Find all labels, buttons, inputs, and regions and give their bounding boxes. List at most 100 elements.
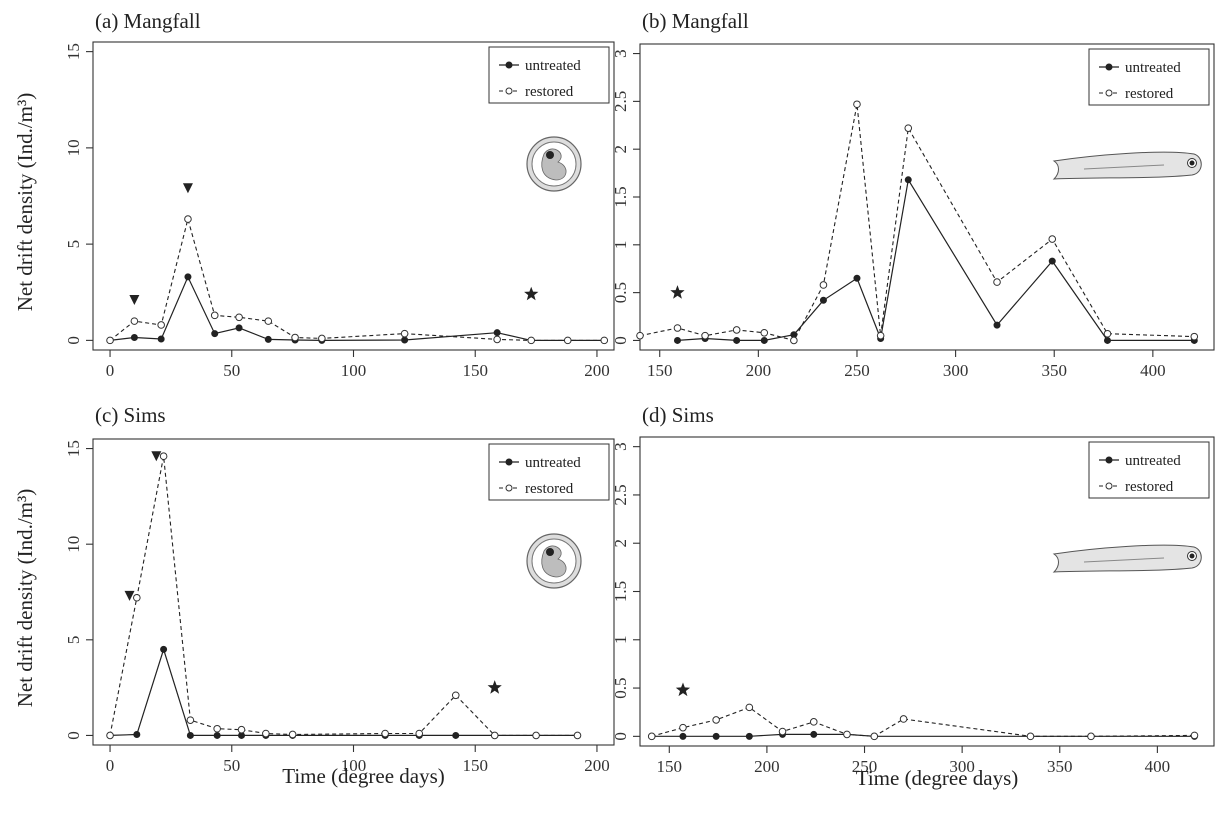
x-tick-label: 100 bbox=[341, 756, 367, 775]
data-point-untreated bbox=[264, 335, 272, 343]
y-tick-label: 0.5 bbox=[611, 282, 630, 303]
y-tick-label: 5 bbox=[64, 240, 83, 249]
legend-marker bbox=[1105, 482, 1113, 490]
x-tick-label: 0 bbox=[106, 756, 115, 775]
data-point-restored bbox=[1048, 235, 1057, 243]
panel-title: (c) Sims bbox=[95, 403, 166, 427]
data-point-untreated bbox=[679, 732, 687, 740]
x-axis-label: Time (degree days) bbox=[282, 764, 445, 788]
data-point-restored bbox=[213, 724, 221, 733]
data-point-untreated bbox=[211, 330, 219, 338]
data-point-restored bbox=[415, 729, 424, 738]
data-point-restored bbox=[130, 317, 139, 325]
star-marker bbox=[487, 680, 502, 694]
data-point-restored bbox=[184, 215, 192, 223]
data-point-restored bbox=[133, 593, 141, 602]
panel-b: (b) Mangfall 150 200 250 300 350 400 0 0.5 1 1.5 2 2… bbox=[611, 9, 1215, 380]
data-point-restored bbox=[760, 328, 769, 337]
panel-title: (a) Mangfall bbox=[95, 9, 201, 33]
data-point-untreated bbox=[853, 274, 861, 282]
x-tick-label: 350 bbox=[1041, 361, 1067, 380]
data-point-restored bbox=[1190, 332, 1199, 341]
x-tick-label: 150 bbox=[462, 756, 488, 775]
y-tick-label: 5 bbox=[64, 636, 83, 645]
x-tick-label: 200 bbox=[584, 361, 610, 380]
data-point-untreated bbox=[1103, 336, 1111, 344]
data-point-restored bbox=[870, 732, 879, 741]
x-tick-label: 200 bbox=[746, 361, 772, 380]
legend-label-restored: restored bbox=[1125, 86, 1174, 102]
data-point-restored bbox=[1087, 732, 1095, 741]
legend-marker bbox=[1105, 456, 1113, 464]
y-tick-label: 3 bbox=[611, 49, 630, 58]
y-tick-label: 10 bbox=[64, 536, 83, 553]
y-axis-label: Net drift density (Ind./m³) bbox=[13, 93, 37, 312]
data-point-restored bbox=[853, 100, 861, 109]
y-tick-label: 0.5 bbox=[611, 677, 630, 698]
data-point-restored bbox=[235, 313, 243, 322]
data-point-restored bbox=[701, 331, 709, 340]
data-point-restored bbox=[673, 324, 682, 332]
x-tick-label: 200 bbox=[584, 756, 610, 775]
panel-title: (d) Sims bbox=[642, 403, 714, 427]
data-point-restored bbox=[264, 317, 273, 325]
y-tick-label: 1 bbox=[611, 636, 630, 645]
legend-label-restored: restored bbox=[525, 84, 574, 100]
data-point-restored bbox=[993, 278, 1001, 286]
x-tick-label: 250 bbox=[852, 757, 878, 776]
data-point-restored bbox=[490, 731, 499, 740]
series-line-restored bbox=[651, 706, 1195, 737]
legend-label-untreated: untreated bbox=[1125, 60, 1181, 76]
data-point-restored bbox=[1026, 732, 1035, 741]
larva-body bbox=[1052, 544, 1202, 573]
y-tick-label: 2 bbox=[611, 145, 630, 154]
x-tick-label: 300 bbox=[943, 361, 969, 380]
series-line-untreated bbox=[109, 647, 578, 737]
x-tick-label: 250 bbox=[844, 361, 870, 380]
data-point-restored bbox=[106, 336, 114, 345]
larva-spine bbox=[1083, 164, 1165, 170]
x-tick-label: 150 bbox=[657, 757, 683, 776]
y-tick-label: 15 bbox=[64, 440, 83, 457]
y-tick-label: 2.5 bbox=[611, 91, 630, 112]
embryo-eye bbox=[546, 548, 554, 556]
y-tick-label: 3 bbox=[611, 442, 630, 451]
data-point-restored bbox=[904, 124, 913, 132]
legend-label-untreated: untreated bbox=[1125, 453, 1181, 469]
larva-pupil bbox=[1189, 160, 1195, 166]
star-marker bbox=[675, 682, 691, 697]
data-point-untreated bbox=[133, 730, 141, 738]
data-point-restored bbox=[732, 326, 741, 334]
data-point-untreated bbox=[130, 333, 138, 341]
series-line-untreated bbox=[677, 178, 1195, 341]
x-tick-label: 100 bbox=[341, 361, 367, 380]
x-tick-label: 50 bbox=[223, 756, 240, 775]
data-point-restored bbox=[1103, 329, 1112, 338]
y-axis-label: Net drift density (Ind./m³) bbox=[13, 489, 37, 708]
data-point-restored bbox=[876, 331, 885, 340]
data-point-restored bbox=[451, 691, 460, 700]
data-point-restored bbox=[1190, 731, 1199, 740]
data-point-restored bbox=[778, 727, 787, 736]
data-point-restored bbox=[647, 732, 656, 741]
data-point-restored bbox=[790, 336, 798, 345]
y-tick-label: 1.5 bbox=[611, 581, 630, 602]
data-point-restored bbox=[186, 716, 195, 724]
data-point-untreated bbox=[160, 645, 168, 653]
legend-marker bbox=[505, 484, 513, 492]
y-tick-label: 0 bbox=[611, 732, 630, 741]
x-tick-label: 150 bbox=[647, 361, 673, 380]
star-marker bbox=[670, 285, 685, 299]
data-point-untreated bbox=[184, 273, 192, 281]
triangle-marker bbox=[129, 294, 140, 305]
data-point-restored bbox=[237, 725, 246, 734]
larva-spine bbox=[1083, 557, 1165, 563]
data-point-untreated bbox=[235, 324, 243, 332]
legend-label-restored: restored bbox=[1125, 479, 1174, 495]
y-tick-label: 15 bbox=[64, 43, 83, 60]
data-point-restored bbox=[899, 715, 908, 723]
data-point-untreated bbox=[904, 176, 912, 184]
data-point-restored bbox=[636, 331, 644, 340]
data-point-untreated bbox=[213, 731, 221, 739]
data-point-restored bbox=[106, 731, 114, 740]
